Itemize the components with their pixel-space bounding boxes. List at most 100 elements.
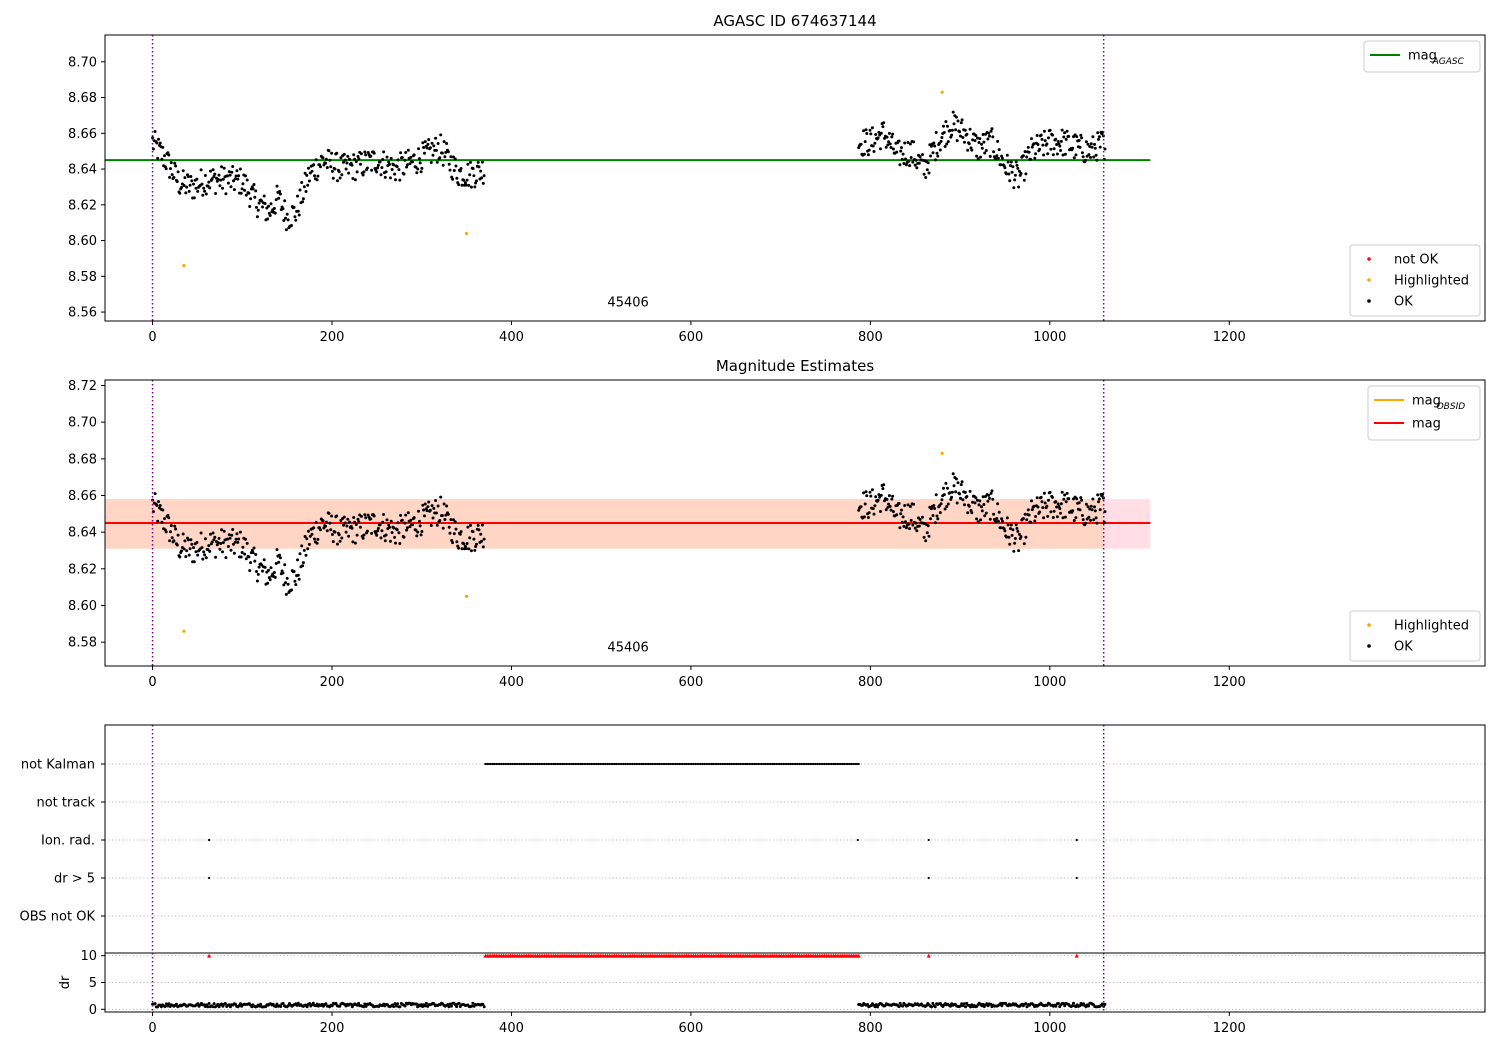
- flag-point: [809, 762, 812, 766]
- ok-point: [348, 157, 351, 161]
- ok-point: [924, 176, 928, 179]
- ok-point: [330, 533, 334, 536]
- x-tick-label: 1000: [1033, 330, 1066, 345]
- flag-point: [818, 762, 821, 766]
- ok-point: [862, 515, 866, 519]
- ok-point: [421, 141, 425, 145]
- ok-point: [353, 520, 357, 524]
- ok-point: [1017, 549, 1021, 553]
- flag-point: [624, 762, 627, 766]
- ok-point: [874, 133, 878, 136]
- ok-point: [1055, 152, 1059, 156]
- flag-point: [586, 762, 589, 766]
- ok-point: [988, 517, 992, 521]
- ok-point: [211, 168, 215, 172]
- dr-point: [931, 1001, 935, 1005]
- ok-point: [927, 534, 931, 538]
- ok-point: [475, 542, 478, 546]
- ok-point: [350, 163, 354, 167]
- flag-point: [491, 762, 494, 766]
- ok-point: [876, 498, 880, 502]
- flag-point: [676, 762, 679, 766]
- ok-point: [336, 179, 339, 183]
- ok-point: [922, 535, 926, 539]
- ok-point: [170, 173, 174, 177]
- dr-point: [392, 1005, 396, 1009]
- ok-point: [903, 504, 907, 507]
- ok-point: [958, 130, 962, 134]
- flag-point: [561, 762, 564, 766]
- ok-point: [1089, 518, 1092, 522]
- ok-point: [376, 529, 380, 533]
- ok-point: [971, 500, 975, 504]
- ok-point: [339, 519, 343, 522]
- flag-point: [762, 762, 765, 766]
- ok-point: [991, 497, 995, 501]
- ok-point: [204, 556, 208, 560]
- ok-point: [241, 182, 245, 186]
- ok-point: [182, 184, 186, 187]
- ok-point: [465, 178, 469, 182]
- legend-marker: [1367, 299, 1371, 303]
- ok-point: [1046, 152, 1050, 156]
- flag-point: [760, 762, 763, 766]
- flag-point: [636, 762, 640, 766]
- ok-point: [266, 217, 270, 221]
- ok-point: [951, 472, 955, 476]
- ok-point: [351, 540, 355, 544]
- ok-point: [272, 571, 276, 574]
- flag-point: [656, 762, 659, 766]
- ok-point: [167, 516, 171, 520]
- ok-point: [455, 176, 459, 180]
- ok-point: [1063, 152, 1067, 156]
- ok-point: [950, 128, 954, 132]
- ok-point: [414, 528, 418, 532]
- x-tick-label: 1000: [1033, 675, 1066, 690]
- flag-point: [545, 762, 548, 766]
- ok-point: [400, 518, 404, 522]
- flag-point: [683, 762, 686, 766]
- ok-point: [959, 496, 962, 500]
- flag-point: [642, 762, 645, 766]
- ok-point: [1022, 542, 1026, 546]
- ok-point: [1013, 541, 1017, 545]
- ok-point: [192, 182, 195, 186]
- ok-point: [442, 502, 446, 506]
- ok-point: [945, 505, 949, 508]
- dr-point: [470, 1004, 474, 1008]
- ok-point: [217, 536, 221, 540]
- ok-point: [302, 185, 306, 189]
- ok-point: [418, 161, 422, 165]
- dr-point: [206, 1005, 210, 1009]
- ok-point: [1093, 146, 1097, 150]
- ok-point: [975, 154, 979, 158]
- ok-point: [963, 503, 966, 507]
- ok-point: [383, 175, 387, 179]
- ok-point: [388, 525, 391, 529]
- ok-point: [370, 531, 374, 535]
- ok-point: [439, 133, 443, 137]
- ok-point: [1087, 153, 1091, 157]
- ok-point: [914, 521, 918, 525]
- ok-point: [409, 155, 413, 159]
- flag-point: [755, 762, 758, 766]
- flag-point: [845, 762, 848, 766]
- flag-point: [771, 762, 774, 766]
- ok-point: [296, 573, 300, 577]
- ok-point: [1091, 135, 1095, 139]
- flag-point: [534, 762, 537, 766]
- ok-point: [882, 121, 886, 125]
- ok-point: [482, 174, 486, 178]
- dr-point: [481, 1002, 485, 1006]
- ok-point: [981, 495, 985, 499]
- ok-point: [991, 135, 995, 139]
- ok-point: [471, 530, 475, 534]
- ok-point: [889, 508, 893, 512]
- ok-point: [979, 518, 983, 522]
- obsid-label: 45406: [607, 640, 648, 655]
- ok-point: [425, 509, 429, 513]
- ok-point: [378, 523, 382, 527]
- ok-point: [375, 170, 379, 174]
- ok-point: [951, 110, 955, 114]
